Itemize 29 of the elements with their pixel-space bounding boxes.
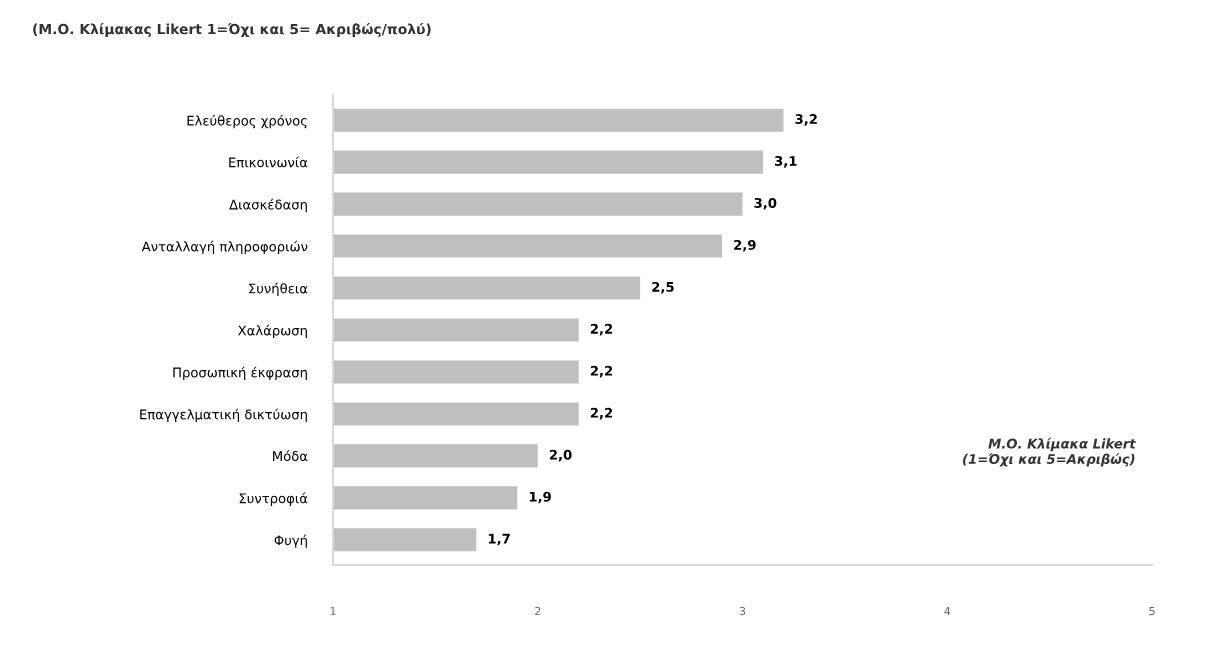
y-tick-label: Χαλάρωση bbox=[238, 324, 307, 339]
data-label: 2,0 bbox=[549, 449, 572, 462]
data-label: 2,9 bbox=[734, 239, 756, 252]
annotation: Μ.Ο. Κλίμακα Likert (1=Όχι και 5=Ακριβώς) bbox=[963, 437, 1137, 467]
data-label: 3,2 bbox=[795, 114, 817, 126]
y-tick-label: Μόδα bbox=[273, 450, 308, 462]
x-tick-label: 1 bbox=[330, 607, 336, 616]
y-tick-label: Επαγγελματική δικτύωση bbox=[140, 408, 307, 422]
chart-title: (Μ.Ο. Κλίμακας Likert 1=Όχι και 5= Ακριβώς/πολύ) bbox=[33, 22, 431, 38]
data-label: 2,2 bbox=[590, 323, 613, 336]
y-tick-label: Συνήθεια bbox=[249, 282, 308, 297]
data-label: 3,0 bbox=[754, 197, 777, 210]
data-label: 3,1 bbox=[774, 155, 797, 168]
y-tick-label: Διασκέδαση bbox=[229, 198, 307, 213]
data-label: 2,2 bbox=[590, 407, 613, 420]
data-label: 1,7 bbox=[488, 533, 510, 546]
x-tick-label: 4 bbox=[944, 607, 951, 616]
y-tick-label: Ελεύθερος χρόνος bbox=[187, 114, 307, 129]
y-tick-label: Φυγή bbox=[274, 534, 307, 548]
y-tick-label: Επικοινωνία bbox=[229, 156, 308, 168]
y-tick-label: Ανταλλαγή πληροφοριών bbox=[141, 240, 308, 255]
x-tick-label: 3 bbox=[739, 606, 746, 616]
data-label: 1,9 bbox=[529, 491, 551, 504]
x-tick-label: 2 bbox=[535, 606, 541, 616]
y-tick-label: Προσωπική έκφραση bbox=[173, 366, 307, 380]
data-label: 2,2 bbox=[590, 365, 613, 378]
y-tick-label: Συντροφιά bbox=[239, 492, 308, 506]
x-tick-label: 5 bbox=[1149, 607, 1155, 616]
data-label: 2,5 bbox=[652, 281, 674, 294]
